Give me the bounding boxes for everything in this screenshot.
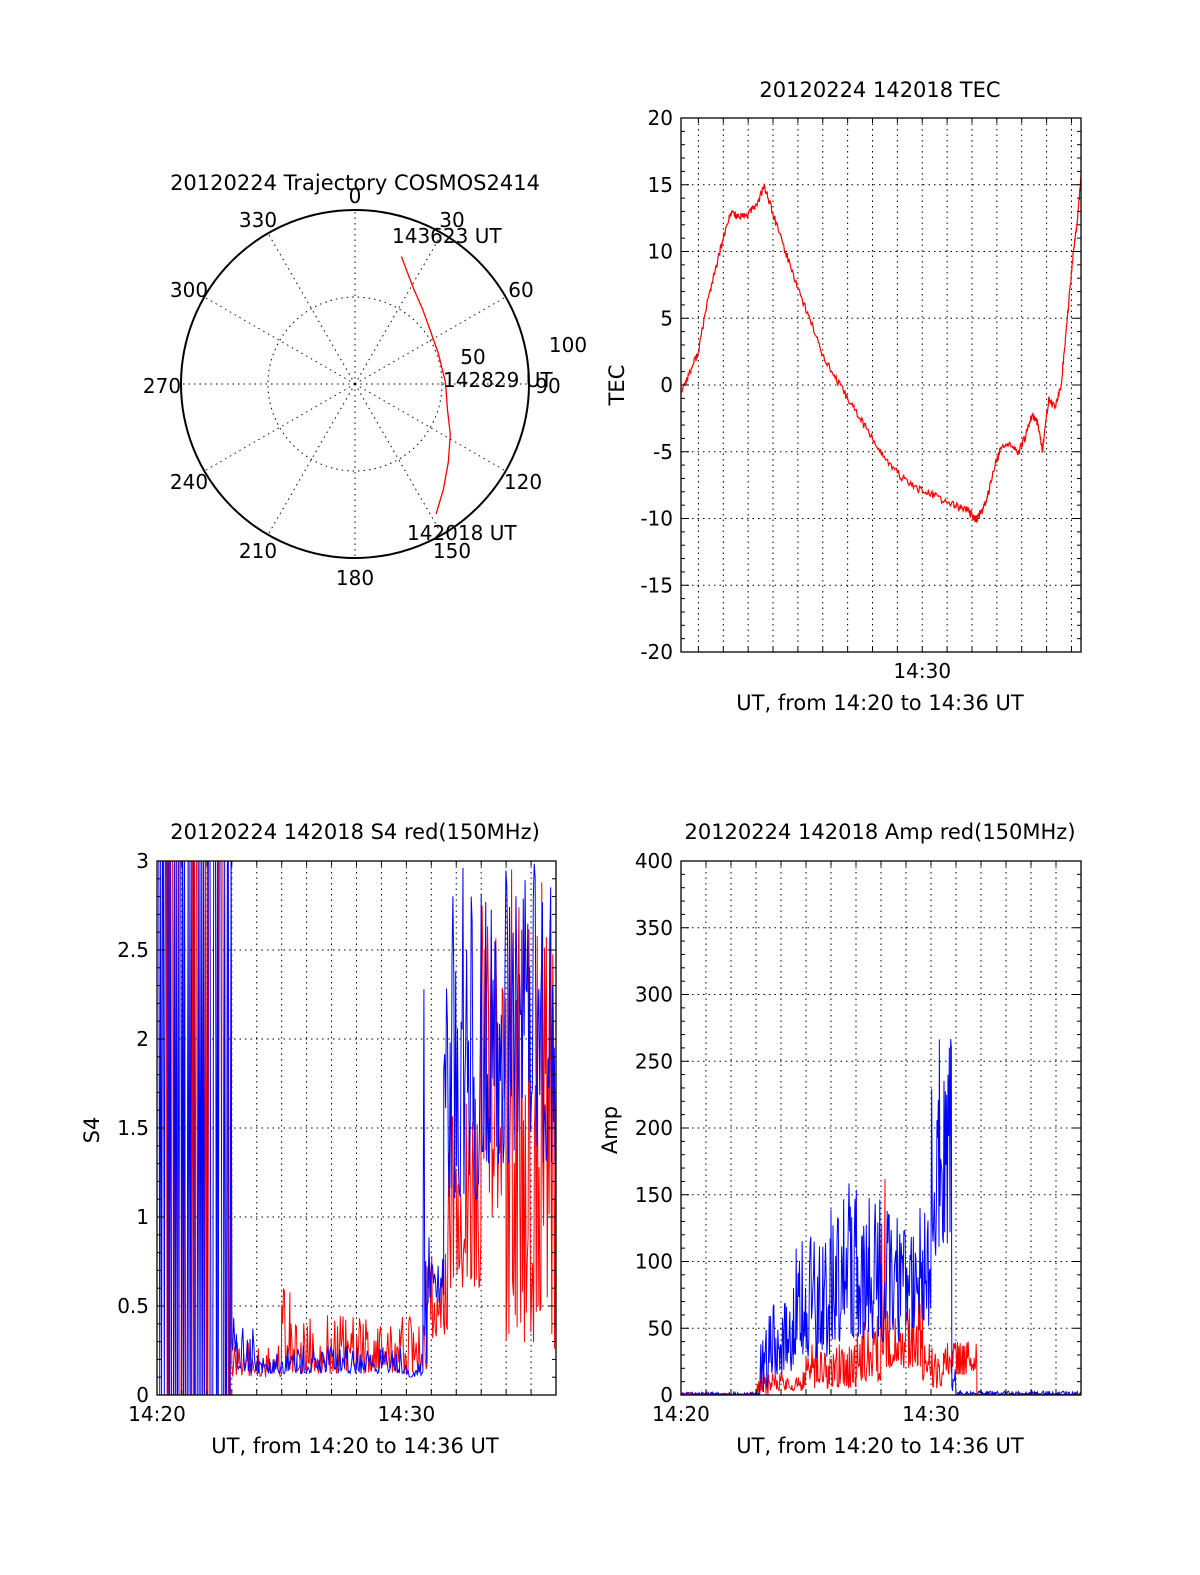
amp-y-tick-label: 350 <box>635 916 673 940</box>
amp-x-tick-label: 14:20 <box>652 1402 710 1426</box>
amp-x-axis-label: UT, from 14:20 to 14:36 UT <box>736 1434 1024 1458</box>
amp-title: 20120224 142018 Amp red(150MHz) <box>684 820 1075 844</box>
s4-y-tick-label: 0 <box>136 1383 149 1407</box>
tec-plot: 20120224 142018 TEC -20-15-10-505101520 … <box>605 78 1082 715</box>
tec-x-axis-label: UT, from 14:20 to 14:36 UT <box>736 691 1024 715</box>
amp-y-tick-label: 200 <box>635 1116 673 1140</box>
tec-y-tick-label: 0 <box>660 373 673 397</box>
tec-y-tick-label: -10 <box>640 507 673 531</box>
tec-y-tick-label: -20 <box>640 640 673 664</box>
polar-azimuth-label-210: 210 <box>239 539 277 563</box>
s4-y-tick-labels: 0 0.5 1 1.5 2 2.5 3 <box>117 849 149 1407</box>
s4-y-tick-label: 0.5 <box>117 1294 149 1318</box>
amp-series-blue <box>681 1038 1081 1395</box>
amp-ticks <box>680 860 1082 1396</box>
tec-series-red <box>681 175 1081 523</box>
tec-y-tick-label: 15 <box>648 173 673 197</box>
polar-azimuth-label-180: 180 <box>336 566 374 590</box>
polar-azimuth-label-270: 270 <box>143 374 181 398</box>
s4-plot: 20120224 142018 S4 red(150MHz) 0 0.5 1 1.5 2… <box>80 820 557 1458</box>
s4-y-tick-label: 1 <box>136 1205 149 1229</box>
s4-y-axis-label: S4 <box>80 1117 104 1144</box>
polar-azimuth-label-150: 150 <box>433 539 471 563</box>
s4-series-blue <box>157 861 556 1395</box>
amp-y-tick-label: 50 <box>648 1316 673 1340</box>
polar-azimuth-label-60: 60 <box>508 278 533 302</box>
polar-spoke-210 <box>267 383 356 535</box>
polar-spoke-30 <box>354 233 443 385</box>
polar-azimuth-labels: 0 30 60 90 120 150 180 210 240 270 300 330 <box>143 184 561 590</box>
tec-ticks <box>681 117 1081 653</box>
polar-spoke-120 <box>354 383 506 472</box>
polar-radial-label-100: 100 <box>549 333 587 357</box>
tec-x-tick-label: 14:30 <box>893 659 951 683</box>
amp-x-tick-label: 14:30 <box>902 1402 960 1426</box>
amp-y-axis-label: Amp <box>598 1106 622 1154</box>
amp-grid <box>681 861 1081 1395</box>
amp-y-tick-label: 300 <box>635 983 673 1007</box>
amp-y-tick-label: 400 <box>635 849 673 873</box>
tec-y-tick-labels: -20 -15 -10 -5 0 5 10 15 20 <box>640 106 673 664</box>
polar-spoke-60 <box>354 296 506 385</box>
trajectory-line <box>400 256 451 515</box>
s4-ticks <box>156 860 557 1396</box>
amp-y-tick-label: 150 <box>635 1183 673 1207</box>
tec-y-tick-label: -5 <box>653 440 673 464</box>
s4-x-tick-labels: 14:20 14:30 <box>128 1402 435 1426</box>
trajectory-end-label: 143623 UT <box>392 224 502 248</box>
polar-outer-circle <box>180 209 530 559</box>
s4-y-tick-label: 2.5 <box>117 938 149 962</box>
tec-title: 20120224 142018 TEC <box>759 78 1000 102</box>
polar-azimuth-label-300: 300 <box>170 278 208 302</box>
s4-y-tick-label: 2 <box>136 1027 149 1051</box>
s4-x-tick-label: 14:30 <box>378 1402 436 1426</box>
polar-azimuth-label-330: 330 <box>239 208 277 232</box>
polar-azimuth-label-240: 240 <box>170 470 208 494</box>
tec-series <box>681 175 1081 523</box>
s4-x-tick-label: 14:20 <box>128 1402 186 1426</box>
s4-title: 20120224 142018 S4 red(150MHz) <box>170 820 540 844</box>
amp-y-tick-label: 250 <box>635 1049 673 1073</box>
trajectory-mid-label: 142829 UT <box>443 368 553 392</box>
polar-azimuth-label-0: 0 <box>349 184 362 208</box>
polar-azimuth-label-30: 30 <box>439 208 464 232</box>
polar-radial-label-50: 50 <box>460 345 485 369</box>
tec-y-axis-label: TEC <box>605 365 629 407</box>
amp-y-tick-label: 0 <box>660 1383 673 1407</box>
s4-x-axis-label: UT, from 14:20 to 14:36 UT <box>211 1434 499 1458</box>
polar-azimuth-label-90: 90 <box>535 374 560 398</box>
polar-spoke-150 <box>354 383 443 535</box>
tec-grid <box>681 118 1081 652</box>
polar-spoke-330 <box>267 233 356 385</box>
polar-spoke-240 <box>204 383 356 472</box>
tec-y-tick-label: 20 <box>648 106 673 130</box>
trajectory-start-label: 142018 UT <box>407 521 517 545</box>
polar-inner-circle <box>267 296 443 472</box>
s4-y-tick-label: 3 <box>136 849 149 873</box>
s4-series <box>157 861 556 1395</box>
tec-x-tick-labels: 14:30 <box>893 659 951 683</box>
amp-y-tick-labels: 0 50 100 150 200 250 300 350 400 <box>635 849 673 1407</box>
tec-y-tick-label: 5 <box>660 306 673 330</box>
trajectory-title: 20120224 Trajectory COSMOS2414 <box>170 171 540 195</box>
tec-frame <box>680 117 1082 653</box>
tec-y-tick-label: -15 <box>640 573 673 597</box>
polar-azimuth-label-120: 120 <box>504 470 542 494</box>
amp-plot: 20120224 142018 Amp red(150MHz) 0 50 100 15… <box>598 820 1082 1458</box>
trajectory-plot: 20120224 Trajectory COSMOS2414 0 30 60 90 12… <box>143 171 587 590</box>
polar-spokes <box>181 210 529 558</box>
amp-x-tick-labels: 14:20 14:30 <box>652 1402 960 1426</box>
s4-y-tick-label: 1.5 <box>117 1116 149 1140</box>
tec-y-tick-label: 10 <box>648 240 673 264</box>
amp-y-tick-label: 100 <box>635 1250 673 1274</box>
polar-spoke-300 <box>204 296 356 385</box>
